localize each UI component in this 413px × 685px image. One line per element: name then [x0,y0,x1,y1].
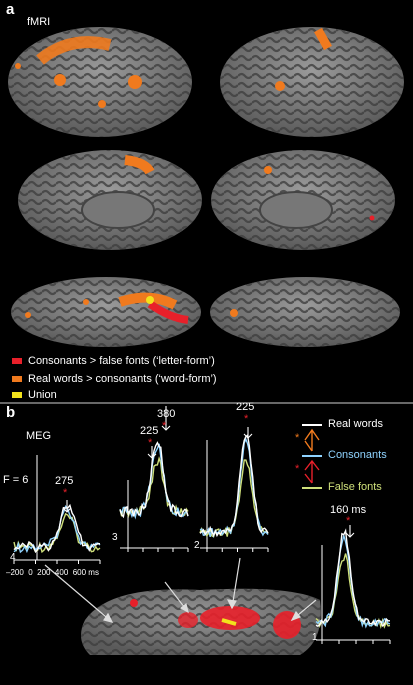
peak-label-plot3-b: 380 [157,408,176,420]
panel-b-letter: b [6,404,16,421]
peak-label-plot1: 160 ms [330,504,367,516]
legend-label-word-form: Real words > consonants (‘word-form’) [28,373,217,385]
meg-traces [13,433,391,629]
peak-label-plot2: 225 [236,401,255,413]
x-axis-label: –200 0 200 400 600 ms [6,568,99,577]
brain-lateral-right [220,27,404,137]
plot-ticks [13,548,391,644]
brain-ventral-right [210,277,400,347]
legend-label-letter-form: Consonants > false fonts (‘letter-form’) [28,355,215,367]
panel-a-tag: fMRI [27,16,51,28]
plot-2-trace-2 [199,433,269,538]
peak-label-plot3-a: 225 [140,425,159,437]
source-arrows [44,557,317,623]
legend-consonants: Consonants [328,449,387,461]
plot-1-trace-2 [315,528,390,628]
brain-lateral-left [8,27,192,137]
legend-swatch-word-form [12,376,22,382]
star-plot3-b: * [162,420,167,432]
plot-3-trace-0 [119,455,189,518]
brain-medial-left [18,150,202,250]
legend-swatch-letter-form [12,358,22,364]
brain-medial-right [211,150,395,250]
plot-id-3: 3 [112,532,118,543]
panel-a-letter: a [6,1,15,18]
plot-4-trace-1 [13,504,101,554]
plot-id-2: 2 [194,540,200,551]
star-legend-orange: * [295,432,300,444]
legend-real-words: Real words [328,418,384,430]
brain-meg-source [81,588,321,655]
plot-1-trace-1 [315,533,391,629]
legend-swatch-union [12,392,22,398]
star-plot4: * [63,487,68,499]
panel-a-brains [8,27,404,347]
plot-4-trace-2 [13,503,100,554]
panel-b-legend-marks [302,424,322,489]
peak-label-plot4: 275 [55,475,74,487]
star-legend-red: * [295,463,300,475]
plot-id-4: 4 [10,552,16,563]
star-plot2: * [244,413,249,425]
legend-false-fonts: False fonts [328,481,382,493]
star-plot1: * [346,515,351,527]
legend-label-union: Union [28,389,57,401]
star-plot3-a: * [148,437,153,449]
plot-id-1: 1 [312,632,318,643]
brain-ventral-left [11,277,201,347]
panel-b-tag: MEG [26,430,52,442]
plot-3-trace-2 [119,441,189,519]
peak-arrows [62,406,355,538]
scale-label: F = 6 [3,474,29,486]
